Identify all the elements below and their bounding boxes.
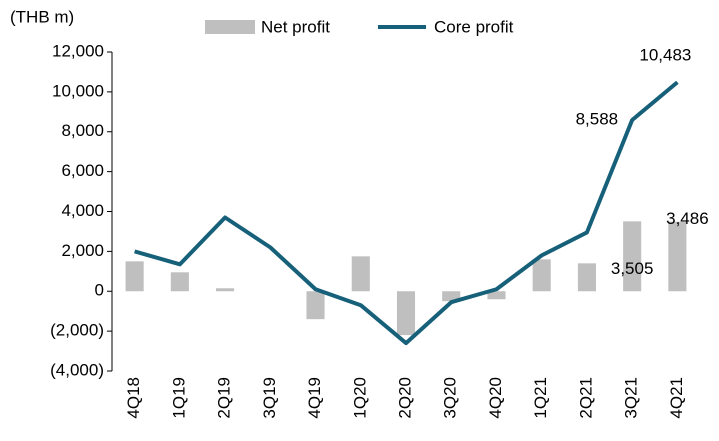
x-tick-label: 4Q21 [667, 377, 686, 419]
x-tick-label: 2Q19 [215, 377, 234, 419]
data-label: 3,486 [666, 209, 709, 228]
bar [351, 256, 370, 292]
line [134, 80, 679, 346]
bar [668, 221, 687, 292]
bar [442, 291, 461, 302]
x-tick-label: 4Q20 [486, 377, 505, 419]
data-label: 10,483 [639, 46, 691, 65]
x-tick-label: 3Q21 [622, 377, 641, 419]
legend-label: Core profit [434, 17, 514, 36]
bar [623, 221, 642, 292]
data-label: 8,588 [576, 110, 619, 129]
x-tick-label: 3Q20 [441, 377, 460, 419]
y-tick-label: 2,000 [61, 241, 104, 260]
y-tick-label: (4,000) [50, 360, 104, 379]
bar [125, 261, 144, 292]
y-tick-label: 0 [95, 281, 104, 300]
bar [532, 259, 551, 292]
data-label: 3,505 [611, 259, 654, 278]
x-tick-label: 2Q21 [576, 377, 595, 419]
y-tick-label: 12,000 [52, 41, 104, 60]
y-tick-label: 8,000 [61, 121, 104, 140]
legend-label: Net profit [261, 17, 330, 36]
bar [216, 288, 235, 292]
x-tick-label: 1Q21 [531, 377, 550, 419]
y-axis-label: (THB m) [10, 7, 74, 26]
x-tick-label: 4Q19 [305, 377, 324, 419]
y-tick-label: (2,000) [50, 321, 104, 340]
bar [577, 263, 596, 292]
bar [396, 291, 416, 336]
x-tick-label: 3Q19 [260, 377, 279, 419]
y-tick-label: 10,000 [52, 81, 104, 100]
bar [487, 291, 506, 300]
x-tick-label: 1Q19 [169, 377, 188, 419]
y-tick-label: 6,000 [61, 161, 104, 180]
bar [306, 291, 325, 320]
y-tick-label: 4,000 [61, 201, 104, 220]
x-tick-label: 2Q20 [395, 377, 414, 419]
bar [170, 272, 189, 292]
x-tick-label: 1Q20 [350, 377, 369, 419]
x-tick-label: 4Q18 [124, 377, 143, 419]
legend-swatch [205, 20, 255, 34]
